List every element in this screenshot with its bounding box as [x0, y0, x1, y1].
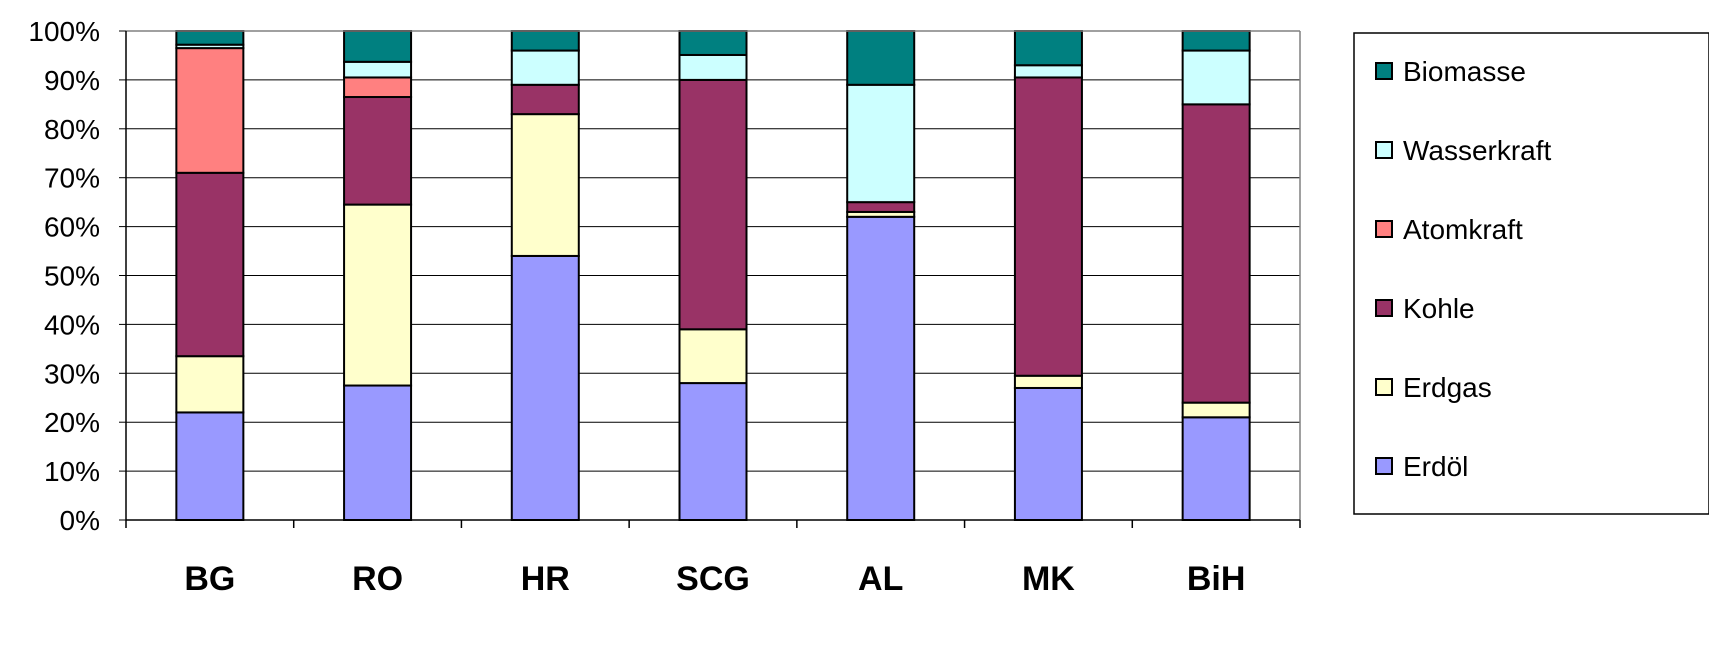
bars [175, 30, 1251, 522]
bar-segment [510, 83, 580, 116]
bar-segment [343, 384, 413, 521]
bar-segment [175, 411, 245, 522]
bar-segment [510, 30, 580, 52]
category-label: BG [184, 560, 235, 598]
category-label: SCG [676, 560, 750, 598]
bar-segment [846, 215, 916, 521]
bar-segment [846, 83, 916, 204]
bar-segment [343, 76, 413, 99]
bar-segment [678, 30, 748, 56]
bar-segment [1181, 416, 1251, 521]
bar-segment [1181, 30, 1251, 52]
bar-segment [1181, 401, 1251, 419]
legend-swatch [1375, 141, 1393, 159]
legend-swatch [1375, 62, 1393, 80]
y-tick-label: 40% [44, 309, 100, 340]
bar-segment [510, 49, 580, 86]
bar-segment [343, 96, 413, 206]
category-labels: BG RO HR SCG AL MK BiH [184, 560, 1245, 598]
legend-swatch [1375, 220, 1393, 238]
bar-segment [678, 328, 748, 385]
bar-segment [510, 254, 580, 521]
legend-label: Erdgas [1403, 372, 1492, 403]
y-tick-label: 80% [44, 114, 100, 145]
y-tick-label: 60% [44, 212, 100, 243]
bar-segment [343, 60, 413, 79]
bar-segment [343, 30, 413, 63]
legend-label: Erdöl [1403, 451, 1468, 482]
category-label: AL [858, 560, 903, 598]
bar-segment [343, 203, 413, 387]
category-label: HR [521, 560, 570, 598]
bar-segment [1013, 76, 1083, 377]
category-label: MK [1022, 560, 1075, 598]
bar-segment [678, 78, 748, 331]
bar-segment [1181, 103, 1251, 404]
y-tick-label: 70% [44, 163, 100, 194]
legend-label: Wasserkraft [1403, 135, 1552, 166]
legend-swatch [1375, 378, 1393, 396]
bar-segment [1181, 49, 1251, 106]
bar-segment [678, 53, 748, 81]
category-label: RO [352, 560, 403, 598]
y-tick-label: 20% [44, 407, 100, 438]
bar-segment [510, 113, 580, 257]
legend-label: Biomasse [1403, 56, 1526, 87]
legend: Biomasse Wasserkraft Atomkraft Kohle Erdgas E… [1353, 32, 1709, 515]
y-tick-label: 0% [60, 505, 100, 536]
legend-label: Kohle [1403, 293, 1475, 324]
axes [119, 30, 1301, 528]
y-tick-label: 90% [44, 65, 100, 96]
bar-segment [678, 382, 748, 521]
y-tick-labels: 0% 10% 20% 30% 40% 50% 60% 70% 80% 90% 100% [28, 16, 100, 536]
y-tick-label: 100% [28, 16, 100, 47]
bar-segment [1013, 386, 1083, 521]
legend-swatch [1375, 457, 1393, 475]
bar-segment [175, 30, 245, 46]
bar-segment [1013, 30, 1083, 67]
bar-segment [1013, 374, 1083, 389]
bar-segment [1013, 64, 1083, 79]
bar-segment [175, 47, 245, 174]
category-label: BiH [1187, 560, 1246, 598]
bar-segment [175, 171, 245, 358]
y-tick-label: 10% [44, 456, 100, 487]
bar-segment [175, 355, 245, 414]
bar-segment [846, 201, 916, 213]
legend-swatch [1375, 299, 1393, 317]
y-tick-label: 50% [44, 261, 100, 292]
bar-segment [846, 30, 916, 86]
legend-box [1353, 32, 1709, 515]
y-tick-label: 30% [44, 358, 100, 389]
legend-label: Atomkraft [1403, 214, 1523, 245]
